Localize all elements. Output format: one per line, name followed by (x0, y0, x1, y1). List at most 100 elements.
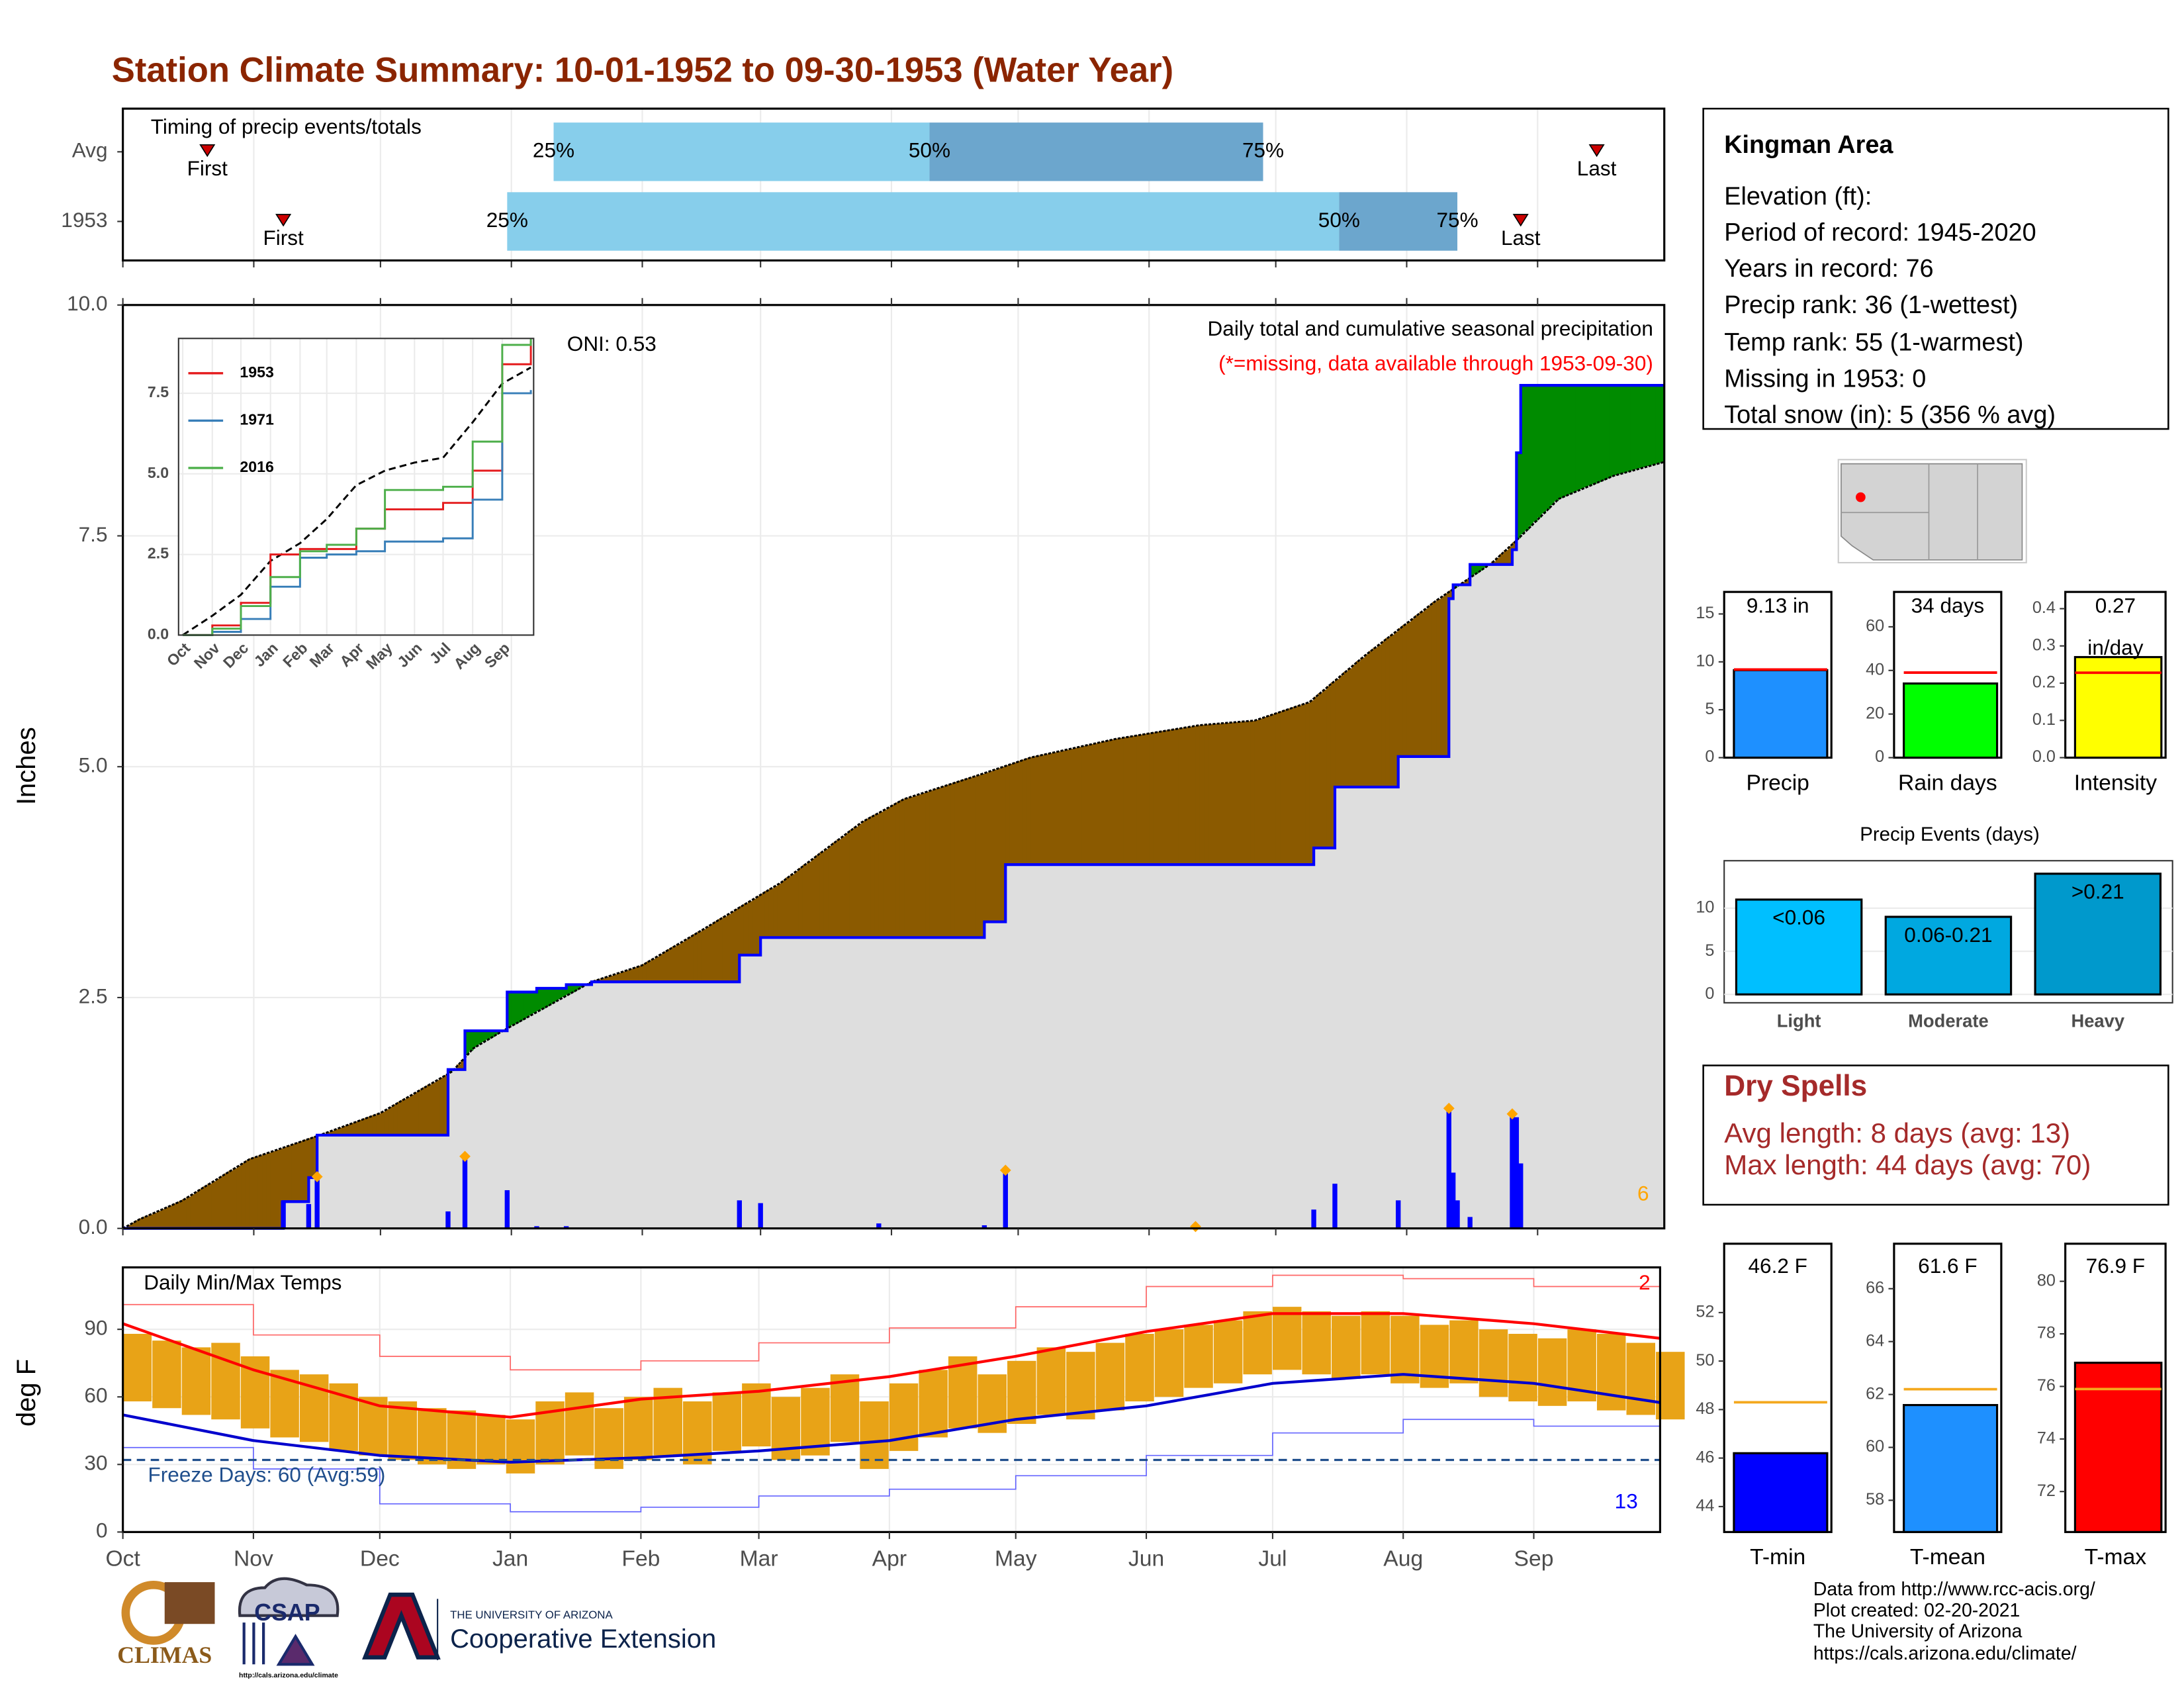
deficit-area (1347, 668, 1353, 787)
deficit-area (828, 845, 833, 938)
base-area (482, 1042, 487, 1229)
deficit-area (731, 911, 736, 982)
daily-range-bar (1508, 1333, 1537, 1402)
deficit-area (418, 1090, 424, 1135)
event-bar (1884, 915, 2013, 996)
dry-spells-box (1702, 1064, 2169, 1206)
daily-range-bar (948, 1356, 978, 1429)
deficit-area (334, 1129, 339, 1135)
base-area (1318, 847, 1323, 1229)
legend-label: 1953 (240, 363, 274, 381)
deficit-area (1432, 602, 1437, 757)
base-area (456, 1069, 461, 1229)
deficit-area (815, 855, 821, 938)
daily-precip-bar (504, 1190, 510, 1229)
info-line: Missing in 1953: 0 (1724, 365, 1926, 393)
base-area (1424, 756, 1429, 1229)
base-area (1428, 756, 1433, 1229)
deficit-area (1216, 724, 1222, 865)
deficit-area (1440, 596, 1445, 757)
deficit-area (161, 1209, 166, 1229)
legend-label: 2016 (240, 458, 274, 475)
base-area (414, 1135, 419, 1229)
base-area (1161, 865, 1167, 1229)
deficit-area (1385, 637, 1390, 787)
deficit-area (735, 908, 740, 982)
deficit-area (1165, 730, 1171, 865)
base-area (1153, 865, 1158, 1229)
dry-spells-title: Dry Spells (1724, 1070, 1867, 1102)
bar-label: 0.06-0.21 (1904, 923, 1992, 947)
deficit-area (1128, 736, 1133, 865)
deficit-area (152, 1212, 158, 1229)
base-area (435, 1135, 440, 1229)
deficit-area (1060, 750, 1066, 865)
base-area (376, 1135, 381, 1229)
base-area (532, 1013, 537, 1229)
daily-range-bar (1302, 1311, 1331, 1375)
deficit-area (929, 790, 934, 938)
event-label: Last (1501, 226, 1541, 250)
value-label: 61.6 F (1918, 1254, 1977, 1278)
deficit-area (979, 773, 985, 938)
base-area (1596, 482, 1602, 1229)
base-area (655, 982, 660, 1229)
footer-line: https://cals.arizona.edu/climate/ (1813, 1643, 2077, 1664)
deficit-area (756, 896, 761, 955)
surplus-area (1614, 385, 1619, 475)
deficit-area (1318, 693, 1323, 848)
surplus-area (1554, 385, 1559, 501)
daily-range-bar (1154, 1329, 1184, 1397)
daily-range-bar (122, 1333, 152, 1402)
deficit-area (802, 865, 808, 938)
map-region (1841, 463, 2023, 561)
base-area (735, 982, 740, 1229)
event-label: Last (1577, 156, 1617, 180)
base-area (921, 937, 926, 1229)
base-area (929, 937, 934, 1229)
deficit-area (1465, 579, 1471, 585)
daily-range-bar (211, 1342, 240, 1420)
base-area (410, 1135, 415, 1229)
deficit-area (1360, 657, 1365, 787)
surplus-area (465, 1031, 470, 1056)
deficit-area (1377, 644, 1382, 787)
deficit-area (1233, 722, 1238, 865)
deficit-area (646, 961, 651, 982)
y-tick-label: 0.0 (79, 1215, 108, 1239)
base-area (346, 1135, 351, 1229)
value-bar (1903, 682, 1999, 759)
base-area (296, 1201, 301, 1229)
y-tick-label: 52 (1696, 1303, 1714, 1321)
y-tick-label: 7.5 (79, 522, 108, 546)
base-area (786, 937, 791, 1229)
base-area (1508, 564, 1513, 1229)
deficit-area (764, 891, 770, 938)
base-area (1060, 865, 1066, 1229)
base-area (1525, 530, 1530, 1229)
base-area (380, 1135, 385, 1229)
base-area (967, 937, 972, 1229)
deficit-area (722, 916, 727, 982)
deficit-area (1119, 737, 1124, 865)
base-area (596, 982, 601, 1229)
deficit-area (1199, 725, 1205, 865)
deficit-area (410, 1094, 415, 1135)
base-area (520, 1020, 525, 1229)
deficit-area (950, 783, 956, 938)
base-area (938, 937, 943, 1229)
bar-label: >0.21 (2071, 880, 2124, 904)
y-tick-label: 0 (1705, 747, 1714, 766)
csap-graphic (242, 1622, 315, 1666)
deficit-area (697, 931, 702, 982)
surplus-area (1453, 585, 1458, 588)
daily-precip-bar (1332, 1184, 1338, 1229)
base-area (1449, 598, 1454, 1229)
base-area (1639, 468, 1644, 1229)
base-area (473, 1047, 478, 1229)
value-label: 9.13 in (1747, 594, 1809, 618)
base-area (367, 1135, 373, 1229)
y-tick-label: 58 (1866, 1490, 1884, 1509)
base-area (300, 1201, 305, 1229)
daily-range-bar (919, 1370, 948, 1438)
